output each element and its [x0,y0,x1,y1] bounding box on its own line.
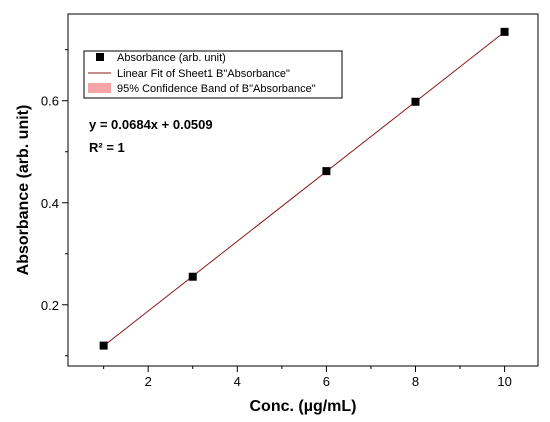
x-axis-title: Conc. (µg/mL) [250,398,357,415]
x-tick-label: 10 [497,374,511,389]
data-point [188,272,197,281]
data-point [99,341,108,350]
plot-frame [67,13,539,367]
fit-equation: y = 0.0684x + 0.0509 [89,117,213,132]
r-squared: R² = 1 [89,140,125,155]
x-axis: 2 4 6 8 10 [103,366,512,389]
legend-fit-label: Linear Fit of Sheet1 B"Absorbance" [117,68,290,80]
y-tick-label: 0.4 [41,196,59,211]
y-axis-title: Absorbance (arb. unit) [15,105,32,276]
y-axis: 0.2 0.4 0.6 [41,49,68,357]
legend-band-label: 95% Confidence Band of B"Absorbance" [117,83,316,95]
x-tick-label: 8 [412,374,419,389]
x-tick-label: 4 [234,374,241,389]
data-point [322,167,331,176]
fit-line [103,31,505,347]
legend-scatter-label: Absorbance (arb. unit) [117,52,226,64]
legend: Absorbance (arb. unit) Linear Fit of She… [83,50,343,99]
legend-band-swatch [88,83,111,93]
x-tick-label: 2 [145,374,152,389]
legend-scatter-swatch [96,53,104,61]
legend-box [83,50,343,99]
points-layer [99,27,509,350]
data-point [500,27,509,36]
data-point [411,97,420,106]
y-tick-label: 0.6 [41,94,59,109]
x-tick-label: 6 [323,374,330,389]
fit-layer [103,31,505,347]
y-tick-label: 0.2 [41,298,59,313]
